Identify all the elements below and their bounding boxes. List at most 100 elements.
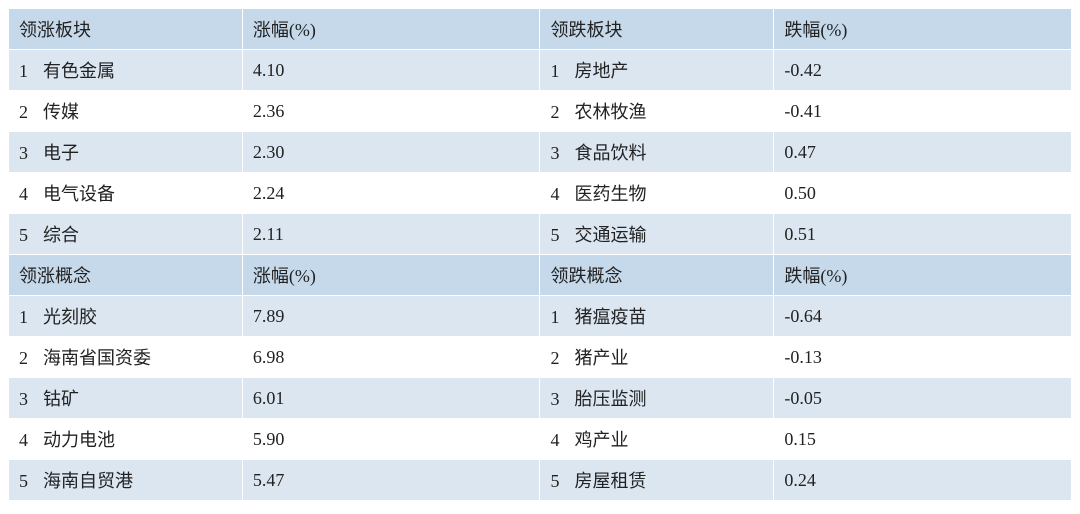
cell-left-name: 5海南自贸港 — [9, 460, 243, 501]
cell-left-name: 2海南省国资委 — [9, 337, 243, 378]
cell-right-name: 4鸡产业 — [540, 419, 774, 460]
table-row: 1光刻胶7.891猪瘟疫苗-0.64 — [9, 296, 1072, 337]
item-name: 动力电池 — [43, 430, 115, 450]
item-value: 5.90 — [253, 429, 285, 449]
cell-right-name: 3胎压监测 — [540, 378, 774, 419]
item-name: 电子 — [43, 143, 79, 163]
cell-left-val: 4.10 — [242, 50, 540, 91]
item-value: 2.30 — [253, 142, 285, 162]
item-name: 食品饮料 — [574, 143, 646, 163]
item-name: 光刻胶 — [43, 307, 97, 327]
item-value: -0.13 — [784, 347, 822, 367]
rank-number: 2 — [19, 102, 43, 123]
cell-right-name: 2猪产业 — [540, 337, 774, 378]
cell-right-name: 1猪瘟疫苗 — [540, 296, 774, 337]
item-value: -0.41 — [784, 101, 822, 121]
table-row: 2海南省国资委6.982猪产业-0.13 — [9, 337, 1072, 378]
cell-right-name: 5房屋租赁 — [540, 460, 774, 501]
rank-number: 2 — [550, 348, 574, 369]
cell-right-val: -0.42 — [774, 50, 1072, 91]
cell-left-val: 2.24 — [242, 173, 540, 214]
item-value: -0.05 — [784, 388, 822, 408]
cell-left-val: 2.36 — [242, 91, 540, 132]
item-name: 有色金属 — [43, 61, 115, 81]
item-name: 鸡产业 — [574, 430, 628, 450]
item-name: 房地产 — [574, 61, 628, 81]
cell-right-val: 0.15 — [774, 419, 1072, 460]
rank-number: 5 — [550, 225, 574, 246]
table-row: 3 电子 2.30 3食品饮料 0.47 — [9, 132, 1072, 173]
section-header: 领涨板块涨幅(%)领跌板块跌幅(%) — [9, 9, 1072, 50]
rank-number: 3 — [550, 389, 574, 410]
rank-number: 4 — [550, 184, 574, 205]
rank-number: 5 — [19, 225, 43, 246]
cell-right-name: 2农林牧渔 — [540, 91, 774, 132]
cell-left-val: 6.01 — [242, 378, 540, 419]
item-name: 医药生物 — [574, 184, 646, 204]
item-value: 2.24 — [253, 183, 285, 203]
table-row: 4电气设备2.244医药生物0.50 — [9, 173, 1072, 214]
item-name: 综合 — [43, 225, 79, 245]
item-value: 0.47 — [784, 142, 816, 162]
header-text: 领跌概念 — [550, 266, 622, 286]
col-head-right-val: 跌幅(%) — [774, 255, 1072, 296]
data-table: 领涨板块涨幅(%)领跌板块跌幅(%)1有色金属4.101房地产-0.422传媒2… — [8, 8, 1072, 501]
item-name: 猪产业 — [574, 348, 628, 368]
col-head-left-val: 涨幅(%) — [242, 9, 540, 50]
cell-right-name: 5交通运输 — [540, 214, 774, 255]
rank-number: 1 — [550, 61, 574, 82]
item-name: 猪瘟疫苗 — [574, 307, 646, 327]
item-name: 房屋租赁 — [574, 471, 646, 491]
table-row: 4动力电池5.904鸡产业0.15 — [9, 419, 1072, 460]
cell-right-val: 0.50 — [774, 173, 1072, 214]
item-value: 0.15 — [784, 429, 816, 449]
cell-left-val: 2.11 — [242, 214, 540, 255]
cell-right-name: 4医药生物 — [540, 173, 774, 214]
item-value: 6.01 — [253, 388, 285, 408]
item-name: 海南省国资委 — [43, 348, 151, 368]
cell-right-name: 1房地产 — [540, 50, 774, 91]
cell-right-val: 0.51 — [774, 214, 1072, 255]
rank-number: 4 — [550, 430, 574, 451]
item-value: -0.42 — [784, 60, 822, 80]
item-value: 7.89 — [253, 306, 285, 326]
section-header: 领涨概念涨幅(%)领跌概念跌幅(%) — [9, 255, 1072, 296]
table-row: 1有色金属4.101房地产-0.42 — [9, 50, 1072, 91]
cell-right-val: -0.64 — [774, 296, 1072, 337]
cell-left-name: 5综合 — [9, 214, 243, 255]
col-head-right-name: 领跌概念 — [540, 255, 774, 296]
item-value: 0.51 — [784, 224, 816, 244]
rank-number: 1 — [19, 61, 43, 82]
cell-left-val: 5.90 — [242, 419, 540, 460]
cell-left-name: 2传媒 — [9, 91, 243, 132]
rank-number: 3 — [19, 389, 43, 410]
cell-right-name: 3食品饮料 — [540, 132, 774, 173]
item-name: 胎压监测 — [574, 389, 646, 409]
cell-right-val: -0.13 — [774, 337, 1072, 378]
rank-number: 5 — [19, 471, 43, 492]
item-name: 传媒 — [43, 102, 79, 122]
rank-number: 2 — [550, 102, 574, 123]
item-name: 电气设备 — [43, 184, 115, 204]
header-text: 领跌板块 — [550, 20, 622, 40]
header-text: 跌幅(%) — [784, 266, 847, 286]
header-text: 跌幅(%) — [784, 20, 847, 40]
item-value: -0.64 — [784, 306, 822, 326]
table-row: 5海南自贸港5.475房屋租赁0.24 — [9, 460, 1072, 501]
item-value: 0.50 — [784, 183, 816, 203]
rank-number: 4 — [19, 184, 43, 205]
col-head-right-val: 跌幅(%) — [774, 9, 1072, 50]
cell-right-val: -0.05 — [774, 378, 1072, 419]
cell-right-val: 0.24 — [774, 460, 1072, 501]
table-row: 2传媒2.362农林牧渔-0.41 — [9, 91, 1072, 132]
table-row: 5综合2.115交通运输0.51 — [9, 214, 1072, 255]
cell-left-name: 4动力电池 — [9, 419, 243, 460]
col-head-right-name: 领跌板块 — [540, 9, 774, 50]
item-value: 5.47 — [253, 470, 285, 490]
cell-left-val: 5.47 — [242, 460, 540, 501]
item-value: 6.98 — [253, 347, 285, 367]
item-value: 2.36 — [253, 101, 285, 121]
cell-left-name: 3钴矿 — [9, 378, 243, 419]
item-value: 2.11 — [253, 224, 284, 244]
rank-number: 3 — [550, 143, 574, 164]
